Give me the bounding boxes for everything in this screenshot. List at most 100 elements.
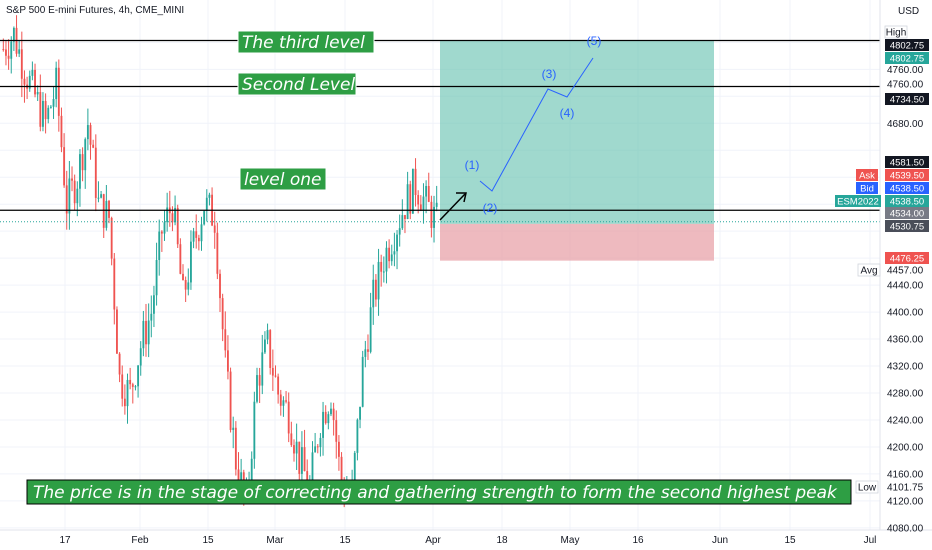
price-label-4538-50[interactable]: 4538.50 [885,182,929,195]
candle-body [311,452,314,483]
candle-body [108,200,110,218]
price-label-text: High [886,28,907,39]
time-tick-label: 15 [784,535,796,546]
price-label-4530-75[interactable]: 4530.75 [885,220,929,233]
price-label-text: 4581.50 [890,158,924,169]
candle-body [20,49,23,79]
candle-body [76,188,79,204]
price-label-text: 4802.75 [890,41,924,52]
price-label-avg[interactable]: Avg [857,263,881,277]
candle-body [86,125,89,140]
candle-body [163,222,166,234]
candle-body [224,329,227,351]
price-label-text: 4760.00 [887,80,924,91]
third-level-label-text: The third level [242,33,365,53]
candle-body [422,196,425,211]
price-label-4581-50[interactable]: 4581.50 [885,156,929,169]
candle-body [44,100,47,120]
price-label-4101-75[interactable]: 4101.75 [887,483,924,494]
price-label-box [885,207,929,219]
level-lines [0,39,880,223]
price-label-4734-50[interactable]: 4734.50 [885,93,929,106]
price-label-box [835,195,881,207]
price-label-bid[interactable]: Bid [856,182,878,195]
price-label-box [855,480,879,494]
price-label-4539-50[interactable]: 4539.50 [885,169,929,182]
price-label-text: 4734.50 [890,95,924,106]
candle-body [425,186,428,197]
candle-body [49,106,52,108]
price-tick-label: 4160.00 [887,469,924,480]
candle-body [166,207,169,223]
candle-body [174,207,177,223]
price-label-esm2022[interactable]: ESM2022 [835,195,881,208]
candle-body [316,446,319,448]
price-label-box [885,169,929,181]
candle-body [100,194,103,198]
price-tick-label: 4440.00 [887,281,924,292]
price-label-box [885,156,929,168]
candle-body [337,441,340,457]
price-label-4538-50[interactable]: 4538.50 [885,195,929,208]
candle-body [303,447,306,472]
candle-body [60,115,63,148]
candle-body [332,408,335,421]
candle-body [274,375,277,377]
candle-body [7,55,10,59]
candle-body [116,309,118,354]
price-axis[interactable]: 4040.004080.004120.004160.004200.004240.… [835,25,929,550]
time-tick-label: Feb [131,535,149,546]
candle-body [282,400,285,406]
candle-body [34,69,36,95]
price-label-box [885,52,929,64]
candle-body [65,185,68,214]
candle-body [406,184,409,220]
wave-arrow-line [439,193,466,221]
price-label-box [885,252,929,264]
candle-body [393,251,396,255]
candle-body [160,231,163,234]
candle-body [361,356,364,407]
price-label-box [885,182,929,194]
wave-projection: (1) (2) (3) (4) (5) [439,34,601,221]
candle-body [47,107,50,120]
candle-body [71,178,73,181]
candle-body [369,307,372,352]
candle-body [184,279,187,290]
price-label-4457-00[interactable]: 4457.00 [887,266,924,277]
candle-body [89,125,92,145]
price-tick-label: 4320.00 [887,362,924,373]
candle-body [417,195,420,205]
bottom-annotation: The price is in the stage of correcting … [26,479,852,505]
price-label-4802-75[interactable]: 4802.75 [885,39,929,52]
candle-body [427,186,430,202]
candle-body [18,49,21,54]
price-tick-label: 4240.00 [887,415,924,426]
position-zones [440,40,714,261]
price-label-ask[interactable]: Ask [856,169,878,182]
price-label-4476-25[interactable]: 4476.25 [885,252,929,265]
candle-body [31,69,34,76]
wave-label: (2) [483,201,498,215]
candle-body [232,427,235,430]
time-tick-label: 15 [202,535,214,546]
candle-body [155,259,158,296]
currency-label: USD [898,6,919,17]
price-label-low[interactable]: Low [855,480,879,494]
price-label-text: 4534.00 [890,209,924,220]
candle-body [110,217,113,259]
price-label-4534-00[interactable]: 4534.00 [885,207,929,220]
candle-body [190,241,192,283]
time-axis[interactable]: 17 Feb 15 Mar 15 Apr 18 May 16 Jun 15 Jul [59,535,876,546]
price-label-4802-75[interactable]: 4802.75 [885,52,929,65]
candle-body [293,445,295,454]
price-tick-label: 4120.00 [887,496,924,507]
candle-body [433,206,435,228]
price-label-high[interactable]: High [884,25,908,39]
candle-body [295,441,298,454]
price-label-4760-00[interactable]: 4760.00 [887,80,924,91]
candle-body [372,279,375,308]
candle-body [221,298,224,330]
candle-body [269,330,272,368]
